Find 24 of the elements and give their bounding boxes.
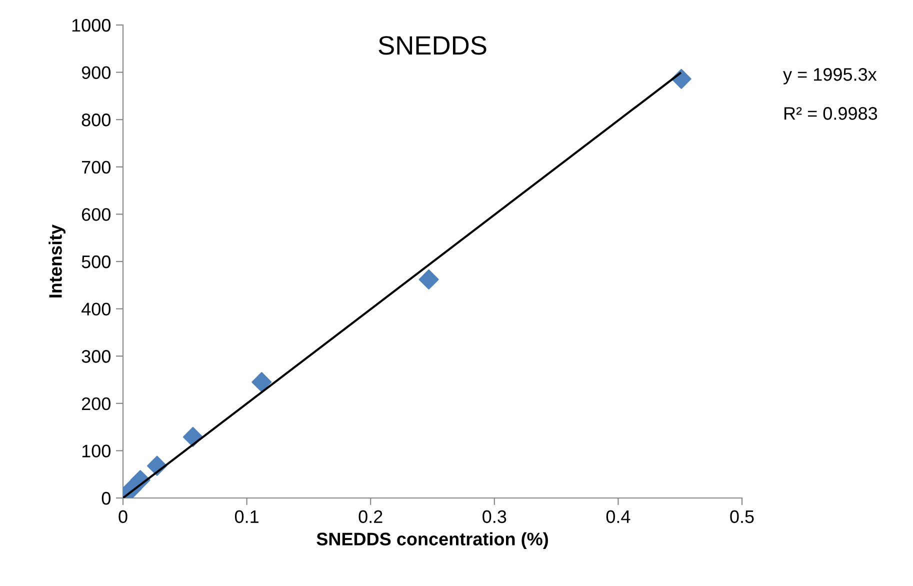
x-tick-label: 0.4 — [606, 510, 630, 524]
text: R² = 0.9983 — [784, 107, 878, 120]
y-tick-label: 100 — [82, 444, 110, 458]
chart-title: SNEDDS — [378, 36, 486, 55]
x-tick-label: 0.5 — [730, 510, 754, 524]
y-axis-title: Intensity — [48, 224, 66, 298]
y-tick-label: 300 — [82, 350, 110, 363]
x-axis-title: SNEDDS concentration (%) — [316, 532, 548, 550]
point — [418, 269, 439, 290]
y-tick-label: 500 — [82, 255, 110, 268]
text: y = 1995.3x — [783, 68, 877, 84]
y-tick-label: 400 — [81, 302, 110, 316]
y-tick-label: 700 — [82, 160, 110, 174]
y-tick-label: 900 — [82, 66, 110, 80]
x-tick-label: 0.3 — [482, 510, 506, 524]
y-tick-label: 200 — [82, 397, 110, 410]
x-tick-label: 0 — [118, 510, 128, 524]
x-tick-label: 0.1 — [234, 510, 258, 524]
y-tick-label: 600 — [82, 208, 110, 221]
y-tick-label: 0 — [102, 492, 110, 505]
y-tick-label: 800 — [82, 114, 110, 126]
x-tick-label: 0.2 — [358, 510, 382, 524]
point — [252, 372, 272, 392]
y-tick-label: 1000 — [72, 18, 110, 32]
